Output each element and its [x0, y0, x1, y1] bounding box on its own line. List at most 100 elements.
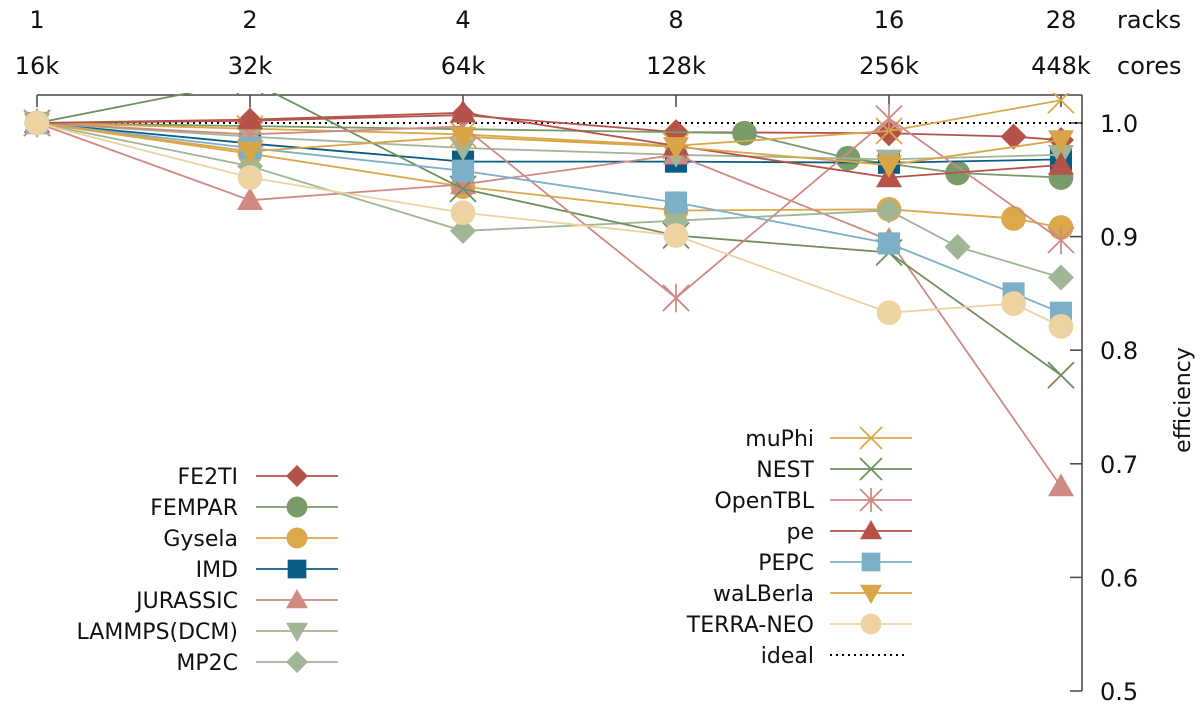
data-point	[664, 191, 688, 214]
legend-label: waLBerla	[713, 582, 814, 607]
legend-label: muPhi	[745, 427, 814, 452]
series-jurassic	[24, 110, 1074, 497]
data-point	[876, 300, 902, 326]
x-tick-label-racks: 16	[874, 6, 905, 34]
legend-marker-swatch	[860, 520, 882, 540]
data-point	[1047, 361, 1075, 389]
legend-marker-swatch	[860, 584, 882, 604]
series-pe	[24, 99, 1074, 188]
x-tick-label-cores: 64k	[441, 52, 486, 80]
legend-marker-swatch	[859, 426, 883, 450]
y-axis-label: efficiency	[1171, 347, 1196, 453]
data-point	[1047, 264, 1074, 291]
legend-item-gysela: Gysela	[163, 527, 338, 552]
legend-marker-swatch	[860, 613, 882, 635]
x-tick-label-cores: 448k	[1031, 52, 1091, 80]
data-point	[876, 155, 902, 179]
legend-label: FE2TI	[178, 465, 238, 490]
legend-item-fempar: FEMPAR	[150, 496, 338, 521]
x-tick-label-cores: 256k	[859, 52, 919, 80]
data-point	[1000, 123, 1027, 150]
data-point	[24, 110, 50, 136]
legend-item-imd: IMD	[196, 558, 338, 583]
legend-item-jurassic: JURASSIC	[134, 589, 338, 614]
legend-item-ideal: ideal	[761, 644, 906, 669]
data-point	[875, 104, 903, 133]
legend-marker-swatch	[861, 552, 881, 572]
legend-marker-swatch	[286, 527, 308, 549]
x-tick-label-racks: 1	[29, 6, 44, 34]
legend-marker-swatch	[287, 559, 307, 579]
legend-label: ideal	[761, 644, 814, 669]
legend: FE2TI FEMPAR Gysela IMD JURASSIC LAMMPS(DCM) M…	[77, 426, 912, 676]
legend-label: NEST	[756, 458, 814, 483]
legend-item-fe2ti: FE2TI	[178, 465, 338, 490]
data-point	[1047, 473, 1074, 497]
legend-item-walberla: waLBerla	[713, 582, 912, 607]
y-tick-label: 0.9	[1100, 224, 1138, 252]
legend-label: TERRA-NEO	[686, 613, 814, 638]
data-point	[237, 165, 263, 190]
legend-item-mp2c: MP2C	[176, 651, 338, 676]
data-point	[237, 187, 263, 210]
data-point	[1047, 152, 1074, 175]
data-point	[944, 233, 971, 260]
x-tick-label-racks: 2	[242, 6, 257, 34]
series-line	[36, 122, 1061, 164]
data-point	[663, 223, 689, 248]
legend-item-pepc: PEPC	[758, 551, 912, 576]
legend-marker-swatch	[286, 589, 308, 609]
legend-item-muphi: muPhi	[745, 426, 912, 452]
data-point	[876, 120, 902, 147]
series-line	[36, 122, 1061, 161]
legend-label: PEPC	[758, 551, 814, 576]
legend-marker-swatch	[286, 465, 308, 487]
series-nest	[23, 93, 1075, 389]
legend-item-lammps-dcm-: LAMMPS(DCM)	[77, 620, 338, 645]
x-unit-racks: racks	[1117, 6, 1181, 34]
data-point	[450, 171, 476, 195]
series-line	[36, 111, 1062, 179]
x-tick-label-racks: 4	[455, 6, 470, 34]
data-point	[877, 232, 901, 255]
y-tick-label: 0.7	[1100, 451, 1138, 479]
series-line	[36, 117, 1062, 300]
data-point	[450, 99, 476, 123]
data-point	[450, 200, 476, 226]
data-point	[1001, 291, 1026, 316]
data-point	[1047, 225, 1075, 255]
y-tick-label: 1.0	[1100, 110, 1138, 138]
y-tick-label: 0.8	[1100, 337, 1138, 365]
legend-marker-swatch	[859, 487, 883, 513]
data-point	[1048, 313, 1074, 339]
legend-marker-swatch	[859, 457, 883, 481]
data-point	[1047, 130, 1074, 154]
legend-label: pe	[787, 520, 815, 545]
data-point	[663, 137, 689, 160]
data-point	[662, 283, 690, 313]
legend-item-opentbl: OpenTBL	[714, 487, 912, 514]
series-terra-neo	[24, 110, 1074, 339]
legend-marker-swatch	[286, 622, 308, 642]
series-line	[36, 122, 1062, 488]
x-unit-cores: cores	[1117, 52, 1182, 80]
series-line	[36, 122, 1062, 279]
legend-item-terra-neo: TERRA-NEO	[686, 613, 912, 638]
data-point	[451, 159, 475, 182]
legend-label: LAMMPS(DCM)	[77, 620, 238, 645]
series-line	[36, 99, 1062, 147]
x-tick-label-cores: 32k	[228, 52, 273, 80]
data-point	[1001, 206, 1026, 231]
legend-label: FEMPAR	[150, 496, 238, 521]
legend-label: IMD	[196, 558, 238, 583]
legend-marker-swatch	[286, 651, 308, 673]
legend-label: JURASSIC	[134, 589, 238, 614]
legend-label: OpenTBL	[714, 489, 814, 514]
data-point	[1047, 93, 1075, 114]
legend-label: MP2C	[176, 651, 238, 676]
data-point	[450, 217, 476, 244]
legend-item-pe: pe	[787, 520, 912, 545]
data-point	[237, 106, 263, 130]
data-point	[876, 197, 902, 224]
